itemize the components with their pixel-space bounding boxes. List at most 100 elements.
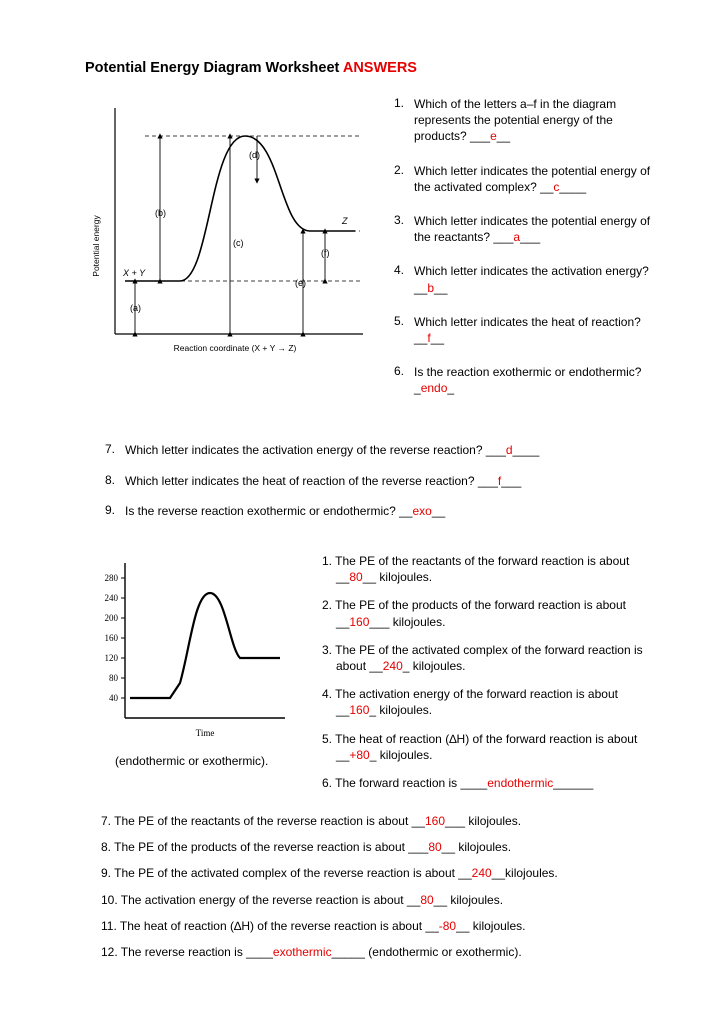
question-item: 2.Which letter indicates the potential e… [394,163,658,195]
title-text: Potential Energy Diagram Worksheet [85,60,343,76]
q-text-after: __ kilojoules. [363,570,432,584]
q-text-before: Which of the letters a–f in the diagram … [414,97,616,143]
answer: e [490,129,497,143]
svg-text:(e): (e) [295,278,306,288]
question-text: Is the reverse reaction exothermic or en… [125,503,658,519]
answer: exothermic [273,945,332,959]
q-text-before: 11. The heat of reaction (∆H) of the rev… [101,919,439,933]
question-item: 5.Which letter indicates the heat of rea… [394,314,658,346]
svg-text:(f): (f) [321,248,330,258]
q-text-after: __ kilojoules. [456,919,525,933]
question-item: 1. The PE of the reactants of the forwar… [322,553,658,585]
pe-time-diagram-svg: 4080120160200240280Time [85,553,300,748]
answer: endo [421,381,448,395]
q-text-after: ___ [520,230,540,244]
q-text-after: ____ [559,180,586,194]
answer: -80 [439,919,456,933]
q-text-before: Which letter indicates the potential ene… [414,164,650,194]
q-text-after: ___ kilojoules. [445,814,521,828]
question-item: 8. The PE of the products of the reverse… [85,839,658,855]
q-text-before: 9. The PE of the activated complex of th… [101,866,472,880]
question-text: Is the reaction exothermic or endothermi… [414,364,658,396]
q-text-before: 7. The PE of the reactants of the revers… [101,814,425,828]
svg-text:(d): (d) [249,150,260,160]
q-text-after: __ kilojoules. [434,893,503,907]
svg-text:X + Y: X + Y [122,268,146,278]
question-number: 7. [105,442,125,458]
question-item: 3.Which letter indicates the potential e… [394,213,658,245]
q-text-after: _ kilojoules. [403,659,466,673]
svg-text:160: 160 [105,633,119,643]
answer: 240 [383,659,403,673]
q-text-after: ___ [501,474,521,488]
svg-text:80: 80 [109,673,119,683]
answer: 240 [472,866,492,880]
question-item: 7.Which letter indicates the activation … [85,442,658,458]
question-item: 9. The PE of the activated complex of th… [85,865,658,881]
question-column-2: 1. The PE of the reactants of the forwar… [322,553,658,803]
answer: 160 [349,703,369,717]
q-text-after: ______ [553,776,593,790]
svg-text:40: 40 [109,693,119,703]
answer: 80 [420,893,433,907]
q-text-before: 10. The activation energy of the reverse… [101,893,420,907]
svg-text:200: 200 [105,613,119,623]
svg-text:(c): (c) [233,238,244,248]
q-text-before: 3. The PE of the activated complex of th… [322,643,643,673]
q-text-before: 12. The reverse reaction is ____ [101,945,273,959]
answer: d [506,443,513,457]
full-width-questions: 7.Which letter indicates the activation … [85,442,658,519]
q-text-before: 6. The forward reaction is ____ [322,776,487,790]
diagram-2-caption: (endothermic or exothermic). [85,754,300,768]
question-text: Which letter indicates the heat of react… [414,314,658,346]
question-number: 6. [394,364,414,396]
svg-text:Time: Time [196,728,215,738]
question-item: 3. The PE of the activated complex of th… [322,642,658,674]
question-number: 4. [394,263,414,295]
svg-text:Z: Z [341,216,348,226]
question-text: Which of the letters a–f in the diagram … [414,96,658,145]
q-text-after: _ kilojoules. [370,748,433,762]
svg-text:Reaction coordinate (X + Y: Reaction coordinate (X + Y → Z) [174,343,297,353]
answer: 160 [425,814,445,828]
question-item: 7. The PE of the reactants of the revers… [85,813,658,829]
bottom-questions: 7. The PE of the reactants of the revers… [85,813,658,960]
answer: +80 [349,748,369,762]
pe-diagram-svg: (a)(b)(c)(d)(e)(f)X + YZPotential energy… [85,96,370,361]
answer: 160 [349,615,369,629]
q-text-after: ____ [513,443,540,457]
answer: exo [412,504,431,518]
q-text-before: Which letter indicates the activation en… [125,443,506,457]
question-text: Which letter indicates the potential ene… [414,163,658,195]
question-text: Which letter indicates the activation en… [414,263,658,295]
question-item: 2. The PE of the products of the forward… [322,597,658,629]
svg-text:(a): (a) [130,303,141,313]
question-item: 1.Which of the letters a–f in the diagra… [394,96,658,145]
question-item: 4.Which letter indicates the activation … [394,263,658,295]
q-text-after: __ [431,331,444,345]
q-text-before: Which letter indicates the heat of react… [414,315,641,345]
title-answers: ANSWERS [343,60,417,76]
q-text-before: 8. The PE of the products of the reverse… [101,840,428,854]
question-text: Which letter indicates the activation en… [125,442,658,458]
q-text-after: _____ (endothermic or exothermic). [332,945,522,959]
question-item: 12. The reverse reaction is ____exotherm… [85,944,658,960]
question-item: 10. The activation energy of the reverse… [85,892,658,908]
question-column-1: 1.Which of the letters a–f in the diagra… [394,96,658,414]
question-text: Which letter indicates the heat of react… [125,473,658,489]
section-1: (a)(b)(c)(d)(e)(f)X + YZPotential energy… [85,96,658,414]
question-number: 9. [105,503,125,519]
q-text-before: Is the reverse reaction exothermic or en… [125,504,412,518]
svg-text:(b): (b) [155,208,166,218]
svg-text:280: 280 [105,573,119,583]
answer: 80 [428,840,441,854]
diagram-1: (a)(b)(c)(d)(e)(f)X + YZPotential energy… [85,96,370,414]
q-text-after: __kilojoules. [492,866,558,880]
page-title: Potential Energy Diagram Worksheet ANSWE… [85,60,658,76]
section-2: 4080120160200240280Time (endothermic or … [85,553,658,803]
question-item: 8.Which letter indicates the heat of rea… [85,473,658,489]
question-number: 3. [394,213,414,245]
q-text-after: __ [434,281,447,295]
q-text-after: __ [432,504,445,518]
q-text-after: __ kilojoules. [442,840,511,854]
